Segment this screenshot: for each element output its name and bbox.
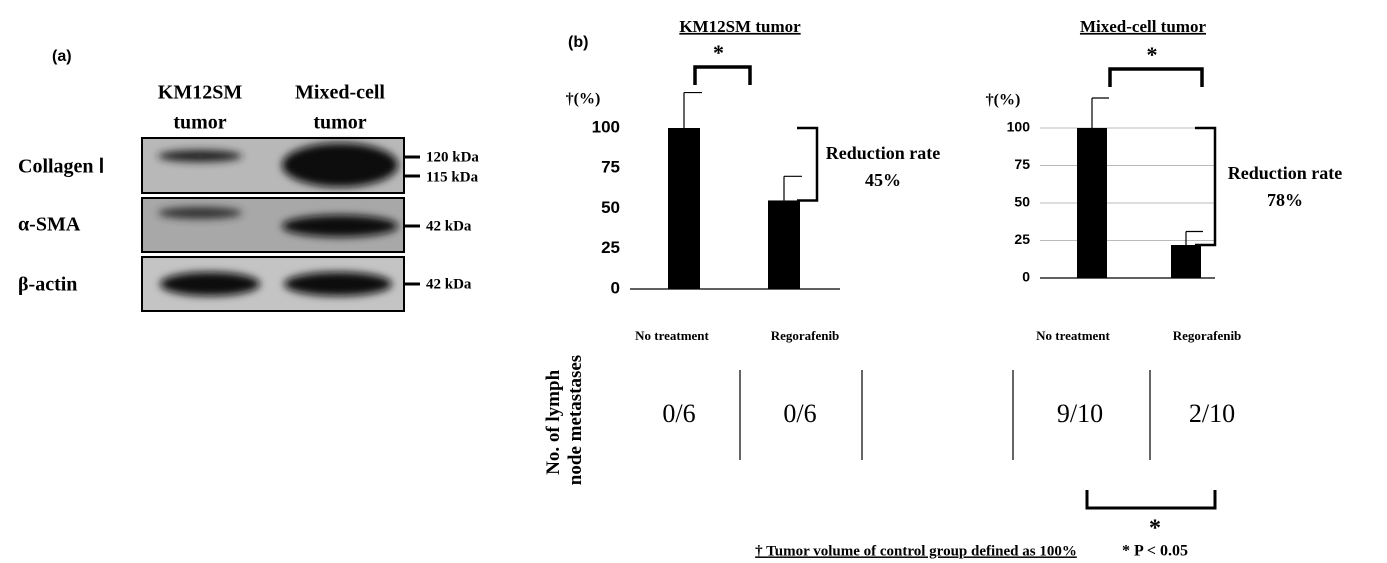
y-tick-label: 25 bbox=[1014, 231, 1030, 247]
footnote: * P < 0.05 bbox=[1122, 543, 1188, 560]
table-row-label: No. of lymph node metastases bbox=[543, 355, 586, 485]
bar bbox=[1171, 245, 1201, 278]
table-cell: 9/10 bbox=[1057, 399, 1103, 428]
marker-label: 42 kDa bbox=[426, 276, 472, 292]
y-tick-label: 25 bbox=[601, 238, 620, 257]
bar bbox=[1077, 128, 1107, 278]
column-label: tumor bbox=[313, 112, 366, 134]
table-cell: 0/6 bbox=[783, 399, 816, 428]
y-tick-label: 50 bbox=[1014, 194, 1030, 210]
y-tick-label: 100 bbox=[592, 117, 620, 136]
table-cell: 2/10 bbox=[1189, 399, 1235, 428]
row-label: α-SMA bbox=[18, 214, 81, 236]
row-label: β-actin bbox=[18, 274, 77, 296]
table-cell: 0/6 bbox=[662, 399, 695, 428]
y-axis-label: †(%) bbox=[986, 92, 1021, 109]
marker-label: 120 kDa bbox=[426, 149, 479, 165]
footnote: † Tumor volume of control group defined … bbox=[755, 543, 1077, 559]
chart-title: Mixed-cell tumor bbox=[1080, 17, 1206, 36]
marker-label: 42 kDa bbox=[426, 218, 472, 234]
figure: (a) KM12SM tumor Mixed-cell tumor Collag… bbox=[0, 0, 1387, 563]
marker-label: 115 kDa bbox=[426, 169, 479, 185]
panel-label: (b) bbox=[568, 34, 588, 51]
panel-label: (a) bbox=[52, 48, 72, 65]
row-label-text: node metastases bbox=[565, 355, 586, 485]
significance: * bbox=[1149, 516, 1161, 542]
reduction-label: Reduction rate bbox=[1228, 163, 1342, 183]
significance-bracket bbox=[1110, 69, 1202, 87]
significance: * bbox=[1147, 42, 1158, 67]
column-label: Mixed-cell bbox=[295, 82, 385, 104]
column-label: tumor bbox=[173, 112, 226, 134]
bar bbox=[768, 200, 800, 289]
significance: * bbox=[713, 40, 724, 65]
y-tick-label: 75 bbox=[1014, 156, 1030, 172]
x-tick-label: No treatment bbox=[635, 328, 709, 343]
row-label-text: No. of lymph bbox=[543, 369, 564, 474]
reduction-bracket bbox=[1195, 128, 1215, 245]
row-label: Collagen Ⅰ bbox=[18, 156, 104, 178]
y-tick-label: 75 bbox=[601, 158, 620, 177]
significance-bracket bbox=[1087, 490, 1215, 508]
reduction-bracket bbox=[797, 128, 817, 200]
column-label: KM12SM bbox=[158, 82, 243, 104]
x-tick-label: No treatment bbox=[1036, 328, 1110, 343]
bar bbox=[668, 128, 700, 289]
y-tick-label: 0 bbox=[1022, 269, 1030, 285]
significance-bracket bbox=[695, 67, 750, 85]
blot bbox=[142, 138, 420, 311]
y-tick-label: 50 bbox=[601, 198, 620, 217]
x-tick-label: Regorafenib bbox=[1173, 328, 1242, 343]
y-tick-label: 0 bbox=[611, 278, 620, 297]
reduction-label: Reduction rate bbox=[826, 143, 940, 163]
reduction-value: 78% bbox=[1267, 190, 1303, 210]
y-tick-label: 100 bbox=[1007, 119, 1031, 135]
y-axis-label: †(%) bbox=[566, 91, 601, 108]
reduction-value: 45% bbox=[865, 170, 901, 190]
x-tick-label: Regorafenib bbox=[771, 328, 840, 343]
chart-title: KM12SM tumor bbox=[679, 17, 801, 36]
